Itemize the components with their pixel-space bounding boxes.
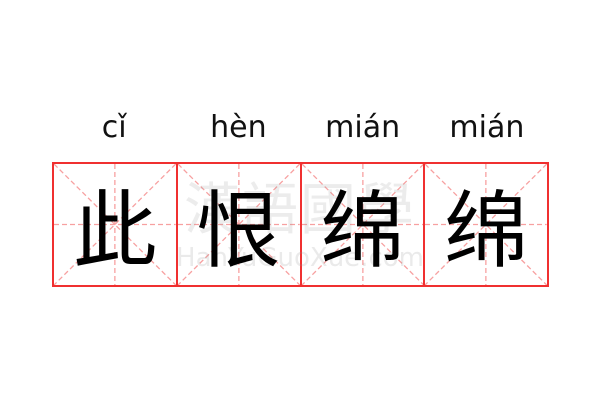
grid-cell: 恨 <box>178 164 302 285</box>
character-grid: 此 恨 绵 绵 <box>52 162 549 287</box>
watermark-latin: HanYuGuoXue.com <box>176 243 424 273</box>
guide-line <box>178 164 300 285</box>
guide-line <box>302 164 424 285</box>
guide-line <box>178 164 300 285</box>
hanzi: 此 <box>72 182 157 280</box>
grid-cell: 此 <box>54 164 178 285</box>
grid-cell: 绵 <box>425 164 547 285</box>
guide-lines <box>302 164 424 285</box>
hanzi: 绵 <box>320 182 405 280</box>
pinyin: cǐ <box>101 110 127 145</box>
guide-line <box>302 164 424 285</box>
grid-cell: 绵 <box>302 164 426 285</box>
guide-line <box>54 164 176 285</box>
hanzi: 恨 <box>196 182 281 280</box>
pinyin: hèn <box>210 110 267 145</box>
pinyin: mián <box>325 110 401 145</box>
pinyin: mián <box>449 110 525 145</box>
hanzi: 绵 <box>444 182 529 280</box>
watermark-chinese: 漢語國學 <box>184 178 416 243</box>
guide-line <box>54 164 176 285</box>
guide-lines <box>54 164 176 285</box>
guide-lines <box>425 164 547 285</box>
guide-lines <box>178 164 300 285</box>
pinyin-row: cǐ hèn mián mián <box>52 108 549 148</box>
guide-line <box>425 164 547 285</box>
guide-line <box>425 164 547 285</box>
